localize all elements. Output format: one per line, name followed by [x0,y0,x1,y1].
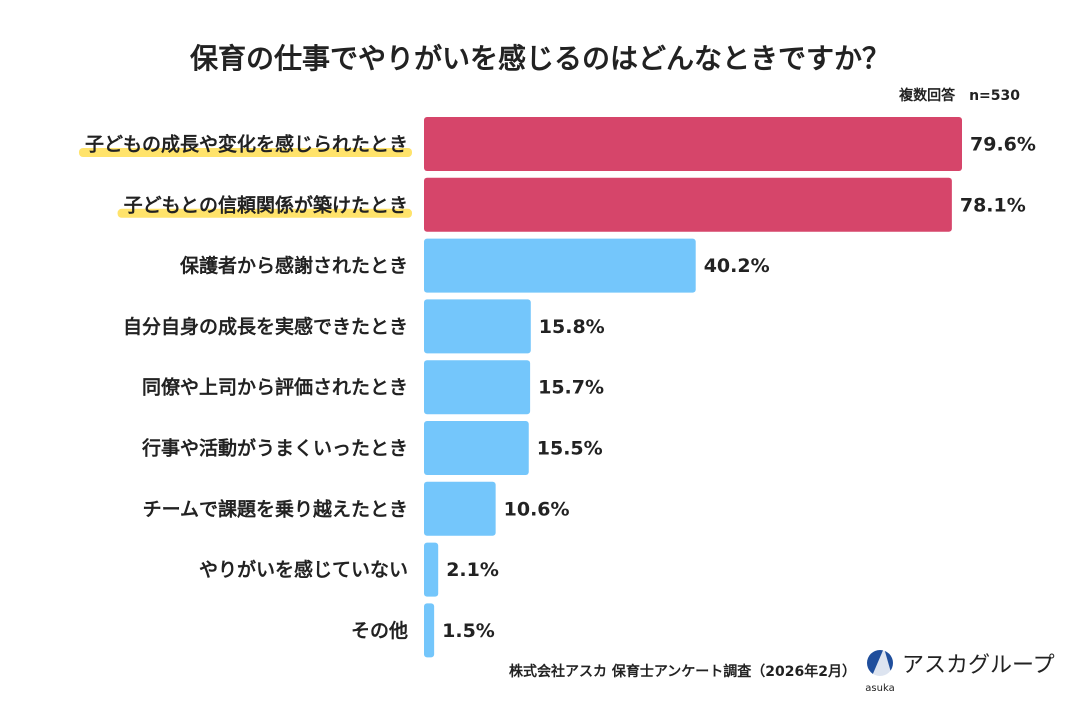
note: 複数回答 n=530 [898,87,1020,104]
value-label: 15.5% [537,438,603,460]
bar [424,481,496,536]
logo-text: アスカグループ [902,653,1055,678]
value-label: 10.6% [504,498,570,520]
label-highlight [117,208,412,218]
bar [424,238,696,293]
category-label: 自分自身の成長を実感できたとき [123,315,408,338]
label-highlight [78,148,412,157]
logo-mark-shape [872,648,892,676]
value-label: 78.1% [960,194,1026,216]
bar [424,360,531,415]
bar [424,117,962,171]
category-label: チームで課題を乗り越えたとき [143,497,408,520]
value-label: 1.5% [442,620,495,642]
category-label: 行事や活動がうまくいったとき [141,437,408,460]
logo-small: asuka [865,683,894,694]
category-label: 子どもの成長や変化を感じられたとき [85,133,408,156]
bar [424,542,439,597]
category-label: 同僚や上司から評価されたとき [142,376,408,399]
value-label: 15.8% [539,316,605,338]
value-label: 79.6% [970,134,1036,156]
highlight-layer [78,148,412,218]
bar [424,177,952,232]
bar [424,603,435,658]
category-label: 子どもとの信頼関係が築けたとき [124,193,408,216]
category-label: 保護者から感謝されたとき [179,254,408,277]
bar [424,299,531,354]
value-label: 40.2% [704,255,770,277]
bar [424,421,529,475]
value-label: 15.7% [538,377,604,399]
chart-title: 保育の仕事でやりがいを感じるのはどんなときですか？ [190,42,890,75]
category-label: その他 [351,619,408,642]
category-label: やりがいを感じていない [199,558,408,581]
logo: asuka アスカグループ [865,648,1055,694]
value-label: 2.1% [446,559,499,581]
source: 株式会社アスカ 保育士アンケート調査（2026年2月） [509,663,856,680]
